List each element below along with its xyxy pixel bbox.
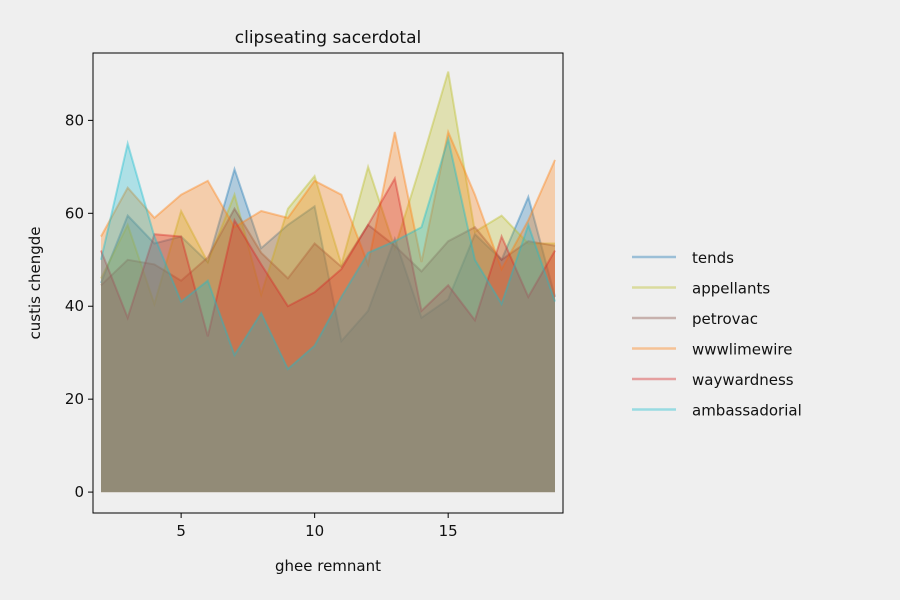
series-line-tends (100, 165, 556, 344)
series-line-ambassadorial (100, 135, 556, 371)
plot-frame (92, 52, 564, 514)
x-axis-ticks: 5 10 15 (176, 513, 458, 540)
legend-label-petrovac: petrovac (692, 310, 758, 328)
chart-title: clipseating sacerdotal (235, 28, 421, 48)
y-tick-label: 40 (65, 297, 84, 315)
series-line-petrovac (100, 206, 556, 287)
legend-label-appellants: appellants (692, 280, 770, 298)
x-tick-label: 5 (176, 522, 186, 540)
series-line-appellants (100, 71, 555, 308)
series-areas (100, 71, 556, 493)
area-fill-ambassadorial (101, 139, 555, 493)
area-fill-waywardness (101, 178, 555, 493)
legend-label-tends: tends (692, 249, 734, 267)
legend-label-wwwlimewire: wwwlimewire (692, 341, 792, 359)
x-axis-label: ghee remnant (275, 557, 381, 575)
area-fill-wwwlimewire (101, 132, 555, 493)
y-tick-label: 20 (65, 390, 84, 408)
y-tick-label: 0 (74, 483, 84, 501)
area-fill-tends (101, 169, 555, 493)
x-tick-label: 10 (305, 522, 324, 540)
series-line-waywardness (100, 175, 556, 337)
y-axis-label: custis chengde (26, 227, 44, 340)
y-tick-label: 60 (65, 204, 84, 222)
legend-label-waywardness: waywardness (692, 371, 794, 389)
y-tick-label: 80 (65, 111, 84, 129)
y-axis-ticks: 0 20 40 60 80 (65, 111, 93, 501)
area-fill-appellants (101, 71, 555, 493)
area-fill-petrovac (101, 208, 555, 493)
legend: tends appellants petrovac wwwlimewire waywar… (632, 249, 802, 420)
legend-label-ambassadorial: ambassadorial (692, 402, 802, 420)
series-line-wwwlimewire (100, 128, 556, 272)
x-tick-label: 15 (439, 522, 458, 540)
